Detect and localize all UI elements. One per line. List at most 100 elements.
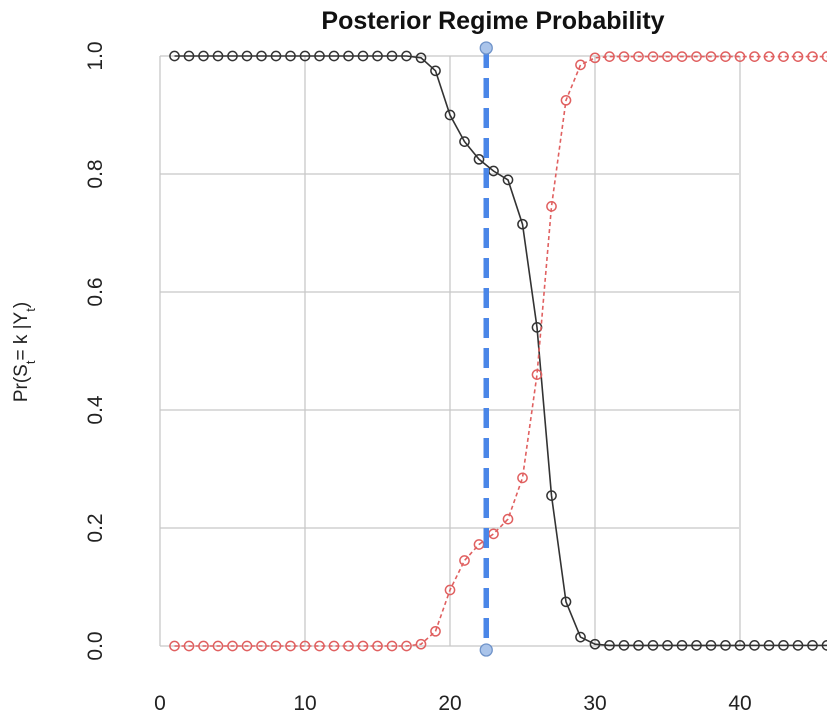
data-point [401, 640, 412, 652]
x-tick-label: 30 [583, 692, 606, 715]
data-point [720, 640, 731, 651]
data-point [444, 584, 456, 596]
data-point [676, 640, 688, 651]
data-point [691, 51, 702, 62]
data-point [444, 109, 456, 121]
data-point [415, 638, 427, 650]
x-tick-label: 20 [438, 692, 461, 715]
data-point [183, 640, 195, 652]
data-point [604, 640, 615, 651]
y-tick-label: 1.0 [84, 41, 107, 70]
y-tick-label: 0.4 [84, 395, 107, 425]
data-point [314, 50, 325, 62]
data-point [285, 640, 296, 652]
data-point [705, 51, 717, 62]
y-tick-label: 0.8 [84, 159, 107, 188]
data-point [546, 490, 557, 501]
data-point [691, 640, 702, 651]
y-axis-label: Pr(St= k |Yt) [11, 302, 38, 402]
data-point [488, 165, 499, 177]
data-point [473, 539, 485, 550]
y-tick-label: 0.2 [84, 513, 107, 542]
data-point [430, 65, 441, 77]
data-point [821, 640, 827, 651]
data-point [502, 513, 514, 525]
data-point [430, 625, 441, 637]
data-point [169, 640, 180, 652]
data-point [807, 640, 818, 651]
data-point [705, 640, 717, 651]
data-point [227, 640, 238, 652]
data-point [328, 640, 340, 652]
data-point [241, 640, 253, 652]
data-point [517, 218, 528, 230]
data-point [618, 51, 630, 62]
data-point [676, 51, 688, 62]
data-point [357, 50, 369, 62]
data-point [357, 640, 369, 652]
data-point [633, 51, 644, 62]
data-point [589, 638, 601, 650]
data-point [589, 52, 601, 64]
data-point [821, 51, 827, 62]
data-point [734, 640, 746, 651]
data-point [386, 640, 398, 652]
data-point [299, 50, 311, 62]
data-point [531, 369, 543, 380]
y-tick-label: 0.0 [84, 631, 107, 660]
data-point [749, 640, 760, 651]
data-point [285, 50, 296, 62]
data-point [575, 631, 586, 643]
data-point [618, 640, 630, 651]
x-tick-label: 40 [728, 692, 751, 715]
data-point [314, 640, 325, 652]
data-point [328, 50, 340, 62]
series-1 [169, 51, 827, 652]
series-0 [169, 50, 827, 651]
data-point [560, 94, 572, 106]
data-point [198, 50, 209, 62]
vertical-marker-layer[interactable] [479, 41, 493, 657]
y-tick-label: 0.6 [84, 277, 107, 306]
data-point [763, 51, 775, 62]
data-point [270, 640, 282, 652]
data-point [734, 51, 746, 62]
x-tick-label: 10 [293, 692, 316, 715]
grid [159, 55, 741, 647]
data-point [560, 596, 572, 608]
data-point [662, 51, 673, 62]
data-point [647, 640, 659, 651]
data-point [256, 50, 267, 62]
tick-labels: 0 10 20 30 40 0.0 0.2 0.4 0.6 0.8 1.0 [84, 41, 752, 715]
marker-top-handle[interactable] [479, 41, 493, 55]
data-point [227, 50, 238, 62]
data-point [647, 51, 659, 62]
marker-bottom-handle[interactable] [479, 643, 493, 657]
data-point [415, 52, 427, 64]
data-point [343, 50, 354, 62]
data-point [372, 50, 383, 62]
data-point [633, 640, 644, 651]
data-point [662, 640, 673, 651]
data-point [778, 51, 789, 62]
data-point [720, 51, 731, 62]
series-line-1 [174, 55, 827, 647]
data-point [763, 640, 775, 651]
data-point [546, 201, 557, 212]
data-point [792, 640, 804, 651]
data-point [792, 51, 804, 62]
series-line-0 [174, 55, 827, 647]
data-point [807, 51, 818, 62]
chart-title: Posterior Regime Probability [321, 7, 664, 35]
data-point [183, 50, 195, 62]
data-point [198, 640, 209, 652]
data-point [778, 640, 789, 651]
data-point [517, 472, 528, 484]
data-point [502, 174, 514, 186]
data-point [372, 640, 383, 652]
data-point [473, 153, 485, 165]
series-layer [169, 50, 827, 652]
data-point [749, 51, 760, 62]
